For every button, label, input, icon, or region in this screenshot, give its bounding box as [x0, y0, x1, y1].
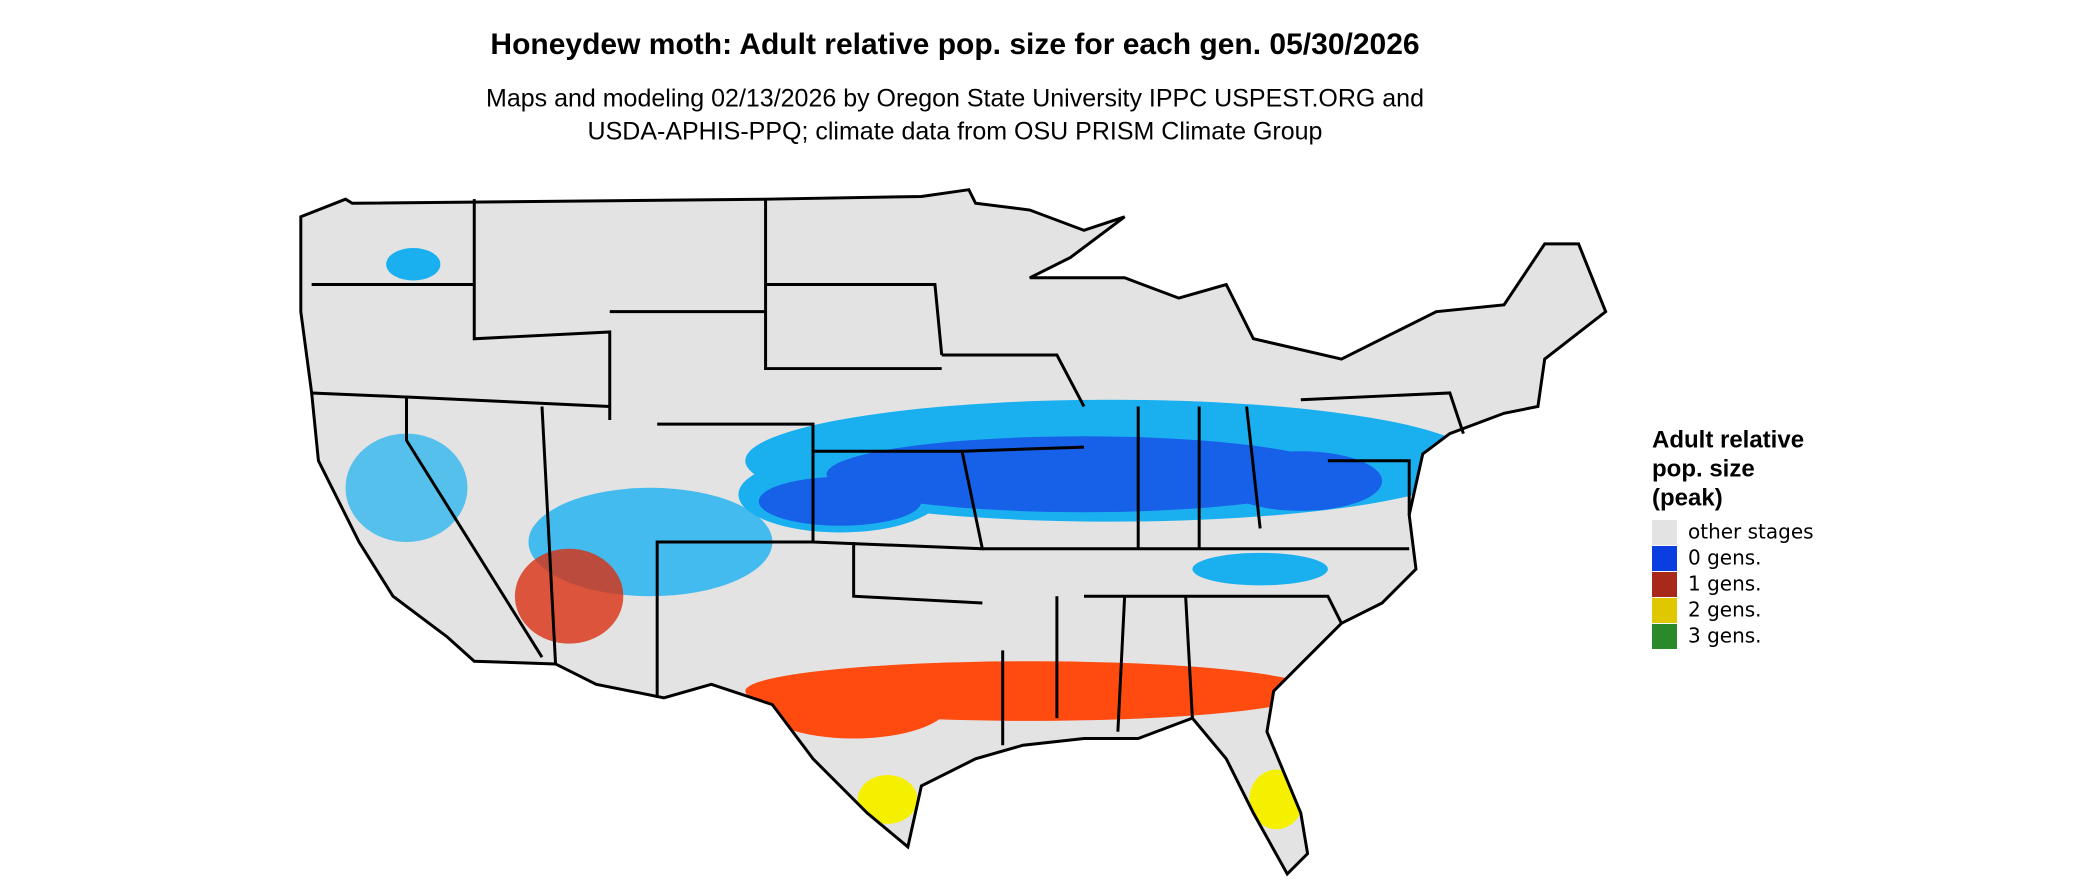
legend-label: 0 gens. — [1688, 546, 1762, 570]
legend-title: pop. size — [1652, 455, 1755, 482]
legend-swatch — [1652, 572, 1677, 597]
state-lines — [311, 199, 1465, 746]
legend-swatch — [1652, 598, 1677, 623]
map — [299, 188, 1608, 876]
legend-swatch — [1652, 520, 1677, 545]
map-title: Honeydew moth: Adult relative pop. size … — [490, 28, 1419, 61]
legend-swatch — [1652, 546, 1677, 571]
subtitle: Maps and modeling 02/13/2026 by Oregon S… — [486, 85, 1424, 113]
legend-label: other stages — [1688, 520, 1814, 544]
legend-label: 2 gens. — [1688, 598, 1762, 622]
legend-swatch — [1652, 624, 1677, 649]
legend-title: (peak) — [1652, 484, 1723, 511]
legend-title: Adult relative — [1652, 426, 1804, 453]
model-areas — [345, 247, 1477, 830]
subtitle: USDA-APHIS-PPQ; climate data from OSU PR… — [588, 118, 1323, 146]
legend-label: 3 gens. — [1688, 624, 1762, 648]
legend-label: 1 gens. — [1688, 572, 1762, 596]
